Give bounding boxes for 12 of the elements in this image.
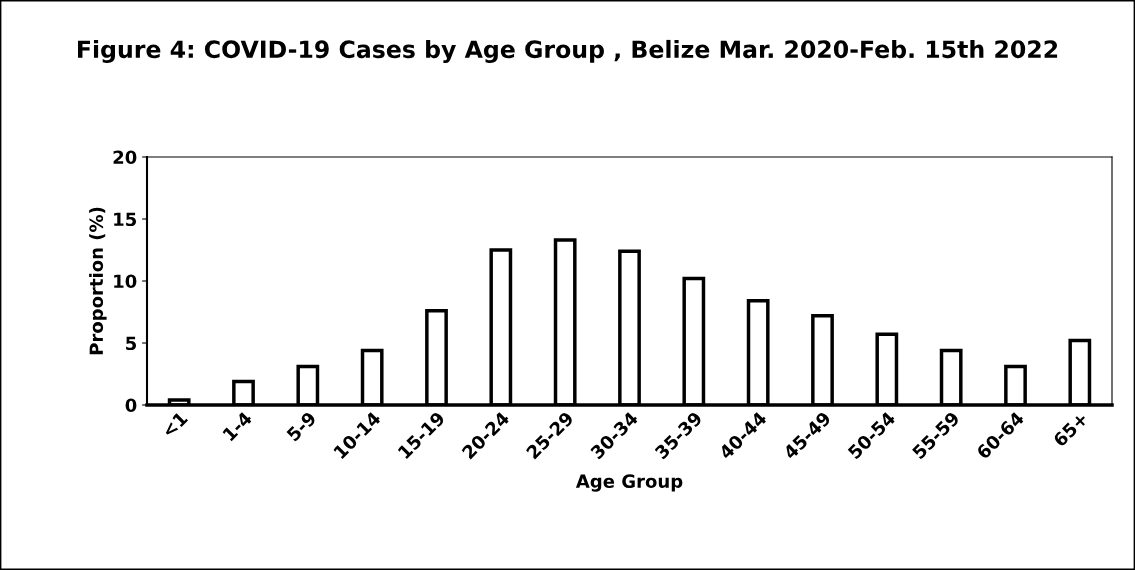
x-tick-label: 5-9	[285, 410, 317, 442]
x-tick-label: <1	[161, 411, 188, 438]
y-tick-label: 20	[113, 150, 137, 165]
y-tick-label: 15	[114, 212, 137, 227]
x-tick-label: 65+	[1052, 411, 1089, 448]
x-tick-label: 1-4	[222, 410, 253, 442]
chart-title: Figure 4: COVID-19 Cases by Age Group , Belize Mar. 2020-Feb. 15th 2022	[78, 39, 1058, 63]
y-tick-label: 10	[114, 274, 137, 289]
y-tick-label: 5	[126, 336, 137, 351]
x-axis-title: Age Group	[575, 474, 683, 492]
y-axis-title: Proportion (%)	[89, 207, 107, 355]
y-tick-label: 0	[125, 398, 137, 413]
